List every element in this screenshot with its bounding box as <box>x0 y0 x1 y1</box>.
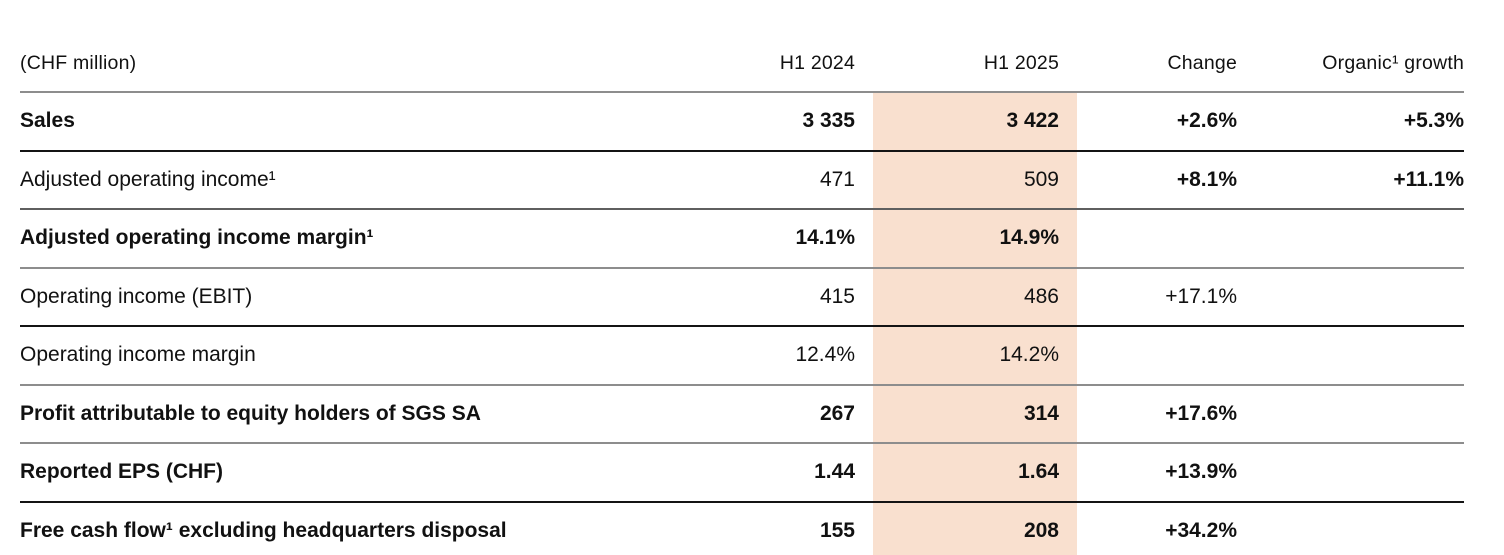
value-h1-2025: 14.9% <box>873 208 1077 268</box>
value-h1-2024: 1.44 <box>755 442 873 502</box>
value-change: +2.6% <box>1176 109 1237 133</box>
value-change: +8.1% <box>1077 149 1237 209</box>
row-label: Operating income (EBIT) <box>20 266 755 326</box>
col-header-organic-growth: Organic¹ growth <box>1237 0 1464 93</box>
value-h1-2025: 208 <box>873 500 1077 555</box>
value-organic-growth: +5.3% <box>1403 109 1464 133</box>
value-change: +17.6% <box>1077 383 1237 443</box>
value-change: +17.1% <box>1077 266 1237 326</box>
table-row: Profit attributable to equity holders of… <box>20 383 1464 443</box>
value-h1-2024: 471 <box>755 149 873 209</box>
table-row: Operating income margin 12.4% 14.2% <box>20 325 1464 385</box>
value-organic-growth <box>1237 442 1464 502</box>
row-label: Free cash flow¹ excluding headquarters d… <box>20 500 755 555</box>
value-organic-growth <box>1237 500 1464 555</box>
value-organic-growth <box>1237 383 1464 443</box>
table-header-row: (CHF million) H1 2024 H1 2025 Change Org… <box>20 0 1464 93</box>
value-organic-growth <box>1237 266 1464 326</box>
row-label: Adjusted operating income¹ <box>20 149 755 209</box>
financial-results-table: (CHF million) H1 2024 H1 2025 Change Org… <box>20 0 1464 555</box>
value-h1-2025: 3 422 <box>873 92 1077 151</box>
col-header-h1-2025: H1 2025 <box>873 0 1077 93</box>
row-label: Adjusted operating income margin¹ <box>20 208 755 268</box>
value-h1-2025: 14.2% <box>873 325 1077 385</box>
value-h1-2025: 314 <box>873 383 1077 443</box>
value-organic-growth: +11.1% <box>1237 149 1464 209</box>
table-row: Free cash flow¹ excluding headquarters d… <box>20 500 1464 555</box>
value-h1-2024: 155 <box>755 500 873 555</box>
unit-label: (CHF million) <box>20 0 755 93</box>
table-row: Reported EPS (CHF) 1.44 1.64 +13.9% <box>20 442 1464 502</box>
row-label: Profit attributable to equity holders of… <box>20 383 755 443</box>
row-label: Reported EPS (CHF) <box>20 442 755 502</box>
table-row: Adjusted operating income¹ 471 509 +8.1%… <box>20 149 1464 209</box>
value-organic-growth <box>1237 208 1464 268</box>
value-change <box>1077 208 1237 268</box>
value-h1-2025: 486 <box>873 266 1077 326</box>
row-label: Operating income margin <box>20 325 755 385</box>
row-label: Sales <box>20 109 75 133</box>
value-h1-2025: 1.64 <box>873 442 1077 502</box>
value-h1-2024: 14.1% <box>755 208 873 268</box>
table-row: Operating income (EBIT) 415 486 +17.1% <box>20 266 1464 326</box>
value-organic-growth <box>1237 325 1464 385</box>
value-change: +13.9% <box>1077 442 1237 502</box>
col-header-change: Change <box>1077 0 1237 93</box>
value-h1-2024: 415 <box>755 266 873 326</box>
table-row: Sales 3 335 3 422 +2.6% +5.3% <box>20 92 1464 151</box>
value-change: +34.2% <box>1077 500 1237 555</box>
value-change <box>1077 325 1237 385</box>
table-row: Adjusted operating income margin¹ 14.1% … <box>20 208 1464 268</box>
value-h1-2024: 12.4% <box>755 325 873 385</box>
value-h1-2024: 267 <box>755 383 873 443</box>
value-h1-2025: 509 <box>873 149 1077 209</box>
col-header-h1-2024: H1 2024 <box>755 0 873 93</box>
value-h1-2024: 3 335 <box>802 109 855 133</box>
